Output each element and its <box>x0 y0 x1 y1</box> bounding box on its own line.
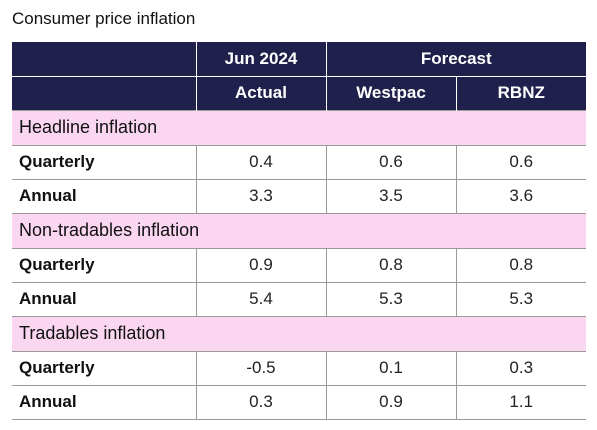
cell-westpac: 0.6 <box>325 145 456 180</box>
section-label: Tradables inflation <box>12 315 586 352</box>
cell-rbnz: 0.3 <box>455 351 586 386</box>
row-label: Annual <box>12 385 196 420</box>
row-label: Annual <box>12 282 196 317</box>
header-forecast: Forecast <box>325 42 586 77</box>
cell-actual: 3.3 <box>195 179 326 214</box>
cell-actual: 0.9 <box>195 248 326 283</box>
chart-title: Consumer price inflation <box>12 9 196 28</box>
header-actual: Actual <box>195 76 327 110</box>
cell-actual: 5.4 <box>195 282 326 317</box>
cell-rbnz: 0.6 <box>455 145 586 180</box>
header-blank-cell <box>12 42 197 77</box>
table-row: Annual 3.3 3.5 3.6 <box>12 179 586 214</box>
row-label: Annual <box>12 179 196 214</box>
table-row: Quarterly -0.5 0.1 0.3 <box>12 351 586 386</box>
cell-westpac: 0.9 <box>325 385 456 420</box>
table-row: Quarterly 0.9 0.8 0.8 <box>12 248 586 283</box>
header-row-bottom: Actual Westpac RBNZ <box>12 76 586 110</box>
cell-actual: -0.5 <box>195 351 326 386</box>
cell-westpac: 0.8 <box>325 248 456 283</box>
header-westpac: Westpac <box>325 76 457 110</box>
cell-rbnz: 1.1 <box>455 385 586 420</box>
table-row: Quarterly 0.4 0.6 0.6 <box>12 145 586 180</box>
table-row: Annual 5.4 5.3 5.3 <box>12 282 586 317</box>
header-row-top: Jun 2024 Forecast <box>12 42 586 77</box>
cell-actual: 0.4 <box>195 145 326 180</box>
section-row-headline: Headline inflation <box>12 109 586 146</box>
section-label: Headline inflation <box>12 109 586 146</box>
section-row-non-tradables: Non-tradables inflation <box>12 212 586 249</box>
cell-westpac: 5.3 <box>325 282 456 317</box>
cell-actual: 0.3 <box>195 385 326 420</box>
cell-rbnz: 5.3 <box>455 282 586 317</box>
header-blank-cell <box>12 76 197 110</box>
cell-westpac: 3.5 <box>325 179 456 214</box>
inflation-table: Jun 2024 Forecast Actual Westpac RBNZ He… <box>12 42 586 420</box>
section-label: Non-tradables inflation <box>12 212 586 249</box>
cell-westpac: 0.1 <box>325 351 456 386</box>
header-rbnz: RBNZ <box>455 76 586 110</box>
table-row: Annual 0.3 0.9 1.1 <box>12 385 586 420</box>
row-label: Quarterly <box>12 351 196 386</box>
cell-rbnz: 3.6 <box>455 179 586 214</box>
row-label: Quarterly <box>12 145 196 180</box>
row-label: Quarterly <box>12 248 196 283</box>
cell-rbnz: 0.8 <box>455 248 586 283</box>
header-jun-2024: Jun 2024 <box>195 42 327 77</box>
section-row-tradables: Tradables inflation <box>12 315 586 352</box>
